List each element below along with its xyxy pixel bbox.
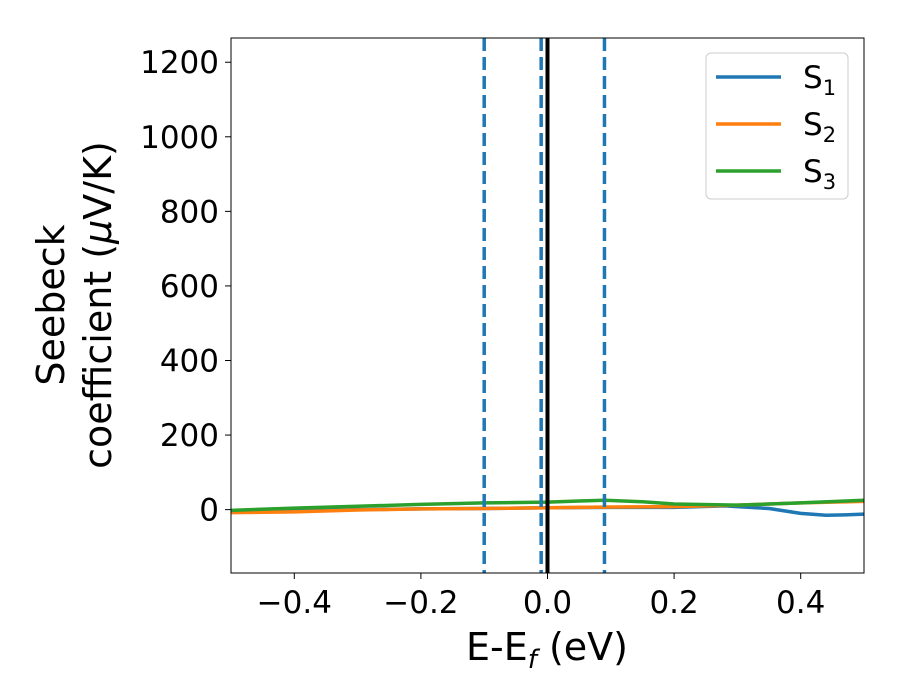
- y-tick-label: 1200: [140, 45, 219, 81]
- y-axis-label-line2: coefficient (μV/K): [76, 141, 120, 469]
- y-axis-label: Seebeck coefficient (μV/K): [29, 141, 120, 469]
- y-tick-label: 400: [160, 343, 219, 379]
- x-tick-label: 0.4: [776, 585, 825, 621]
- legend-box: [705, 52, 849, 200]
- x-tick-label: 0.2: [649, 585, 698, 621]
- legend-label-s1: S1: [803, 60, 836, 100]
- y-axis-ticks: 0 200 400 600 800 1000 1200: [140, 45, 231, 529]
- legend-label-s2: S2: [803, 107, 836, 147]
- x-axis-ticks: −0.4 −0.2 0.0 0.2 0.4: [257, 573, 825, 621]
- x-axis-label-main: E-E: [466, 625, 528, 669]
- x-tick-label: −0.4: [257, 585, 332, 621]
- y-tick-label: 1000: [140, 120, 219, 156]
- y-axis-label-coefficient: coefficient (: [76, 244, 120, 469]
- series-line-s3: [231, 498, 864, 513]
- y-tick-label: 800: [160, 194, 219, 230]
- vertical-lines: [482, 38, 607, 573]
- y-axis-label-unit: V/K): [76, 141, 120, 220]
- y-tick-label: 200: [160, 418, 219, 454]
- legend: S1 S2 S3: [705, 52, 849, 200]
- y-axis-label-mu: μ: [76, 220, 120, 245]
- y-axis-label-line1: Seebeck: [29, 224, 73, 385]
- y-tick-label: 0: [199, 493, 219, 529]
- legend-label-s3: S3: [803, 154, 836, 194]
- x-axis-label-unit: (eV): [537, 625, 628, 669]
- x-axis-label: E-Ef (eV): [466, 625, 628, 675]
- x-tick-label: 0.0: [523, 585, 572, 621]
- x-tick-label: −0.2: [383, 585, 458, 621]
- y-tick-label: 600: [160, 269, 219, 305]
